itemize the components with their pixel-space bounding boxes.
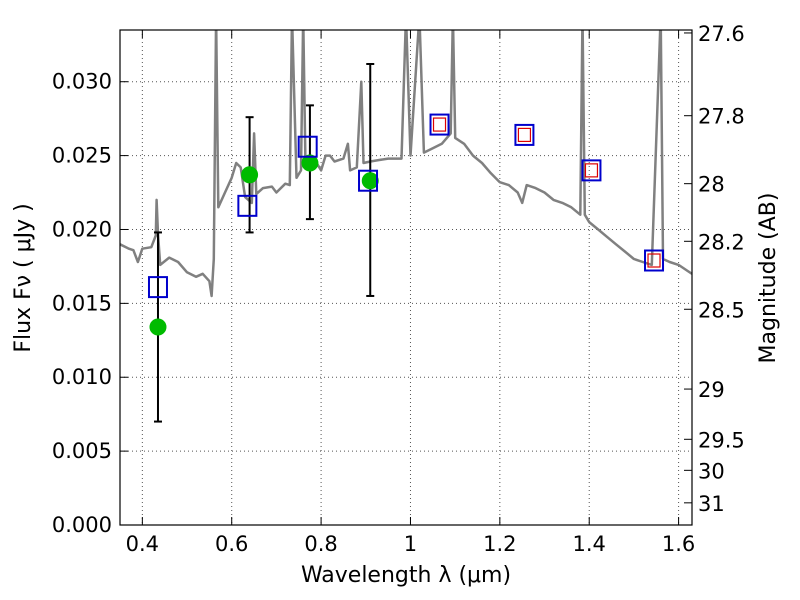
- observed-point: [361, 172, 379, 190]
- model-point: [297, 135, 318, 158]
- y-tick-label: 0.005: [52, 439, 112, 463]
- model-inner-point: [584, 163, 599, 178]
- errorbar-layer: [153, 62, 375, 423]
- observed-point: [241, 166, 259, 184]
- y-axis-label: Flux Fν ( μJy ): [11, 203, 36, 352]
- observed-layer: [149, 154, 379, 336]
- y2-tick-label: 28.2: [698, 230, 745, 254]
- model-point: [358, 169, 379, 192]
- x-tick-label: 1.2: [483, 532, 516, 556]
- y2-tick-label: 28.5: [698, 298, 745, 322]
- observed-point: [149, 318, 167, 336]
- model-point: [429, 113, 450, 136]
- model-inner-point: [647, 253, 661, 268]
- axes-frame: [119, 29, 693, 526]
- y-tick-label: 0.020: [52, 217, 112, 241]
- y2-tick-label: 31: [698, 492, 725, 516]
- model-inner-point: [517, 127, 532, 143]
- y2-tick-label: 27.6: [698, 22, 745, 46]
- x-tick-label: 1: [404, 532, 417, 556]
- x-axis: 0.4 0.6 0.8 1 1.2 1.4 1.6: [126, 30, 695, 556]
- spectrum-layer: [120, 30, 692, 298]
- plot-frame: [119, 29, 693, 526]
- model-inner-point: [432, 117, 447, 132]
- y-tick-label: 0.025: [52, 144, 112, 168]
- y-tick-label: 0.000: [52, 513, 112, 537]
- y2-tick-label: 27.8: [698, 105, 745, 129]
- model-point: [514, 123, 535, 146]
- y2-tick-label: 29.5: [698, 428, 745, 452]
- observed-point: [301, 154, 319, 172]
- x-tick-label: 0.8: [304, 532, 337, 556]
- y2-tick-label: 30: [698, 459, 725, 483]
- y-tick-label: 0.015: [52, 291, 112, 315]
- spectrum-line: [120, 30, 692, 298]
- model-point: [581, 159, 602, 182]
- y2-tick-label: 29: [698, 378, 725, 402]
- y2-axis-label: Magnitude (AB): [756, 193, 781, 364]
- x-axis-label: Wavelength λ (μm): [301, 563, 511, 588]
- y-axis: 0.000 0.005 0.010 0.015 0.020 0.025 0.030: [52, 70, 128, 537]
- y2-axis: 27.6 27.8 28 28.2 28.5 29 29.5 30 31: [684, 22, 745, 516]
- model-point: [644, 249, 665, 272]
- y-tick-label: 0.010: [52, 365, 112, 389]
- model-point: [237, 194, 258, 217]
- y2-tick-label: 28: [698, 173, 725, 197]
- y-tick-label: 0.030: [52, 70, 112, 94]
- x-tick-label: 0.6: [215, 532, 248, 556]
- x-tick-label: 1.6: [662, 532, 695, 556]
- x-tick-label: 1.4: [573, 532, 606, 556]
- model-layer: [147, 113, 665, 299]
- x-tick-label: 0.4: [126, 532, 159, 556]
- model-point: [147, 276, 168, 299]
